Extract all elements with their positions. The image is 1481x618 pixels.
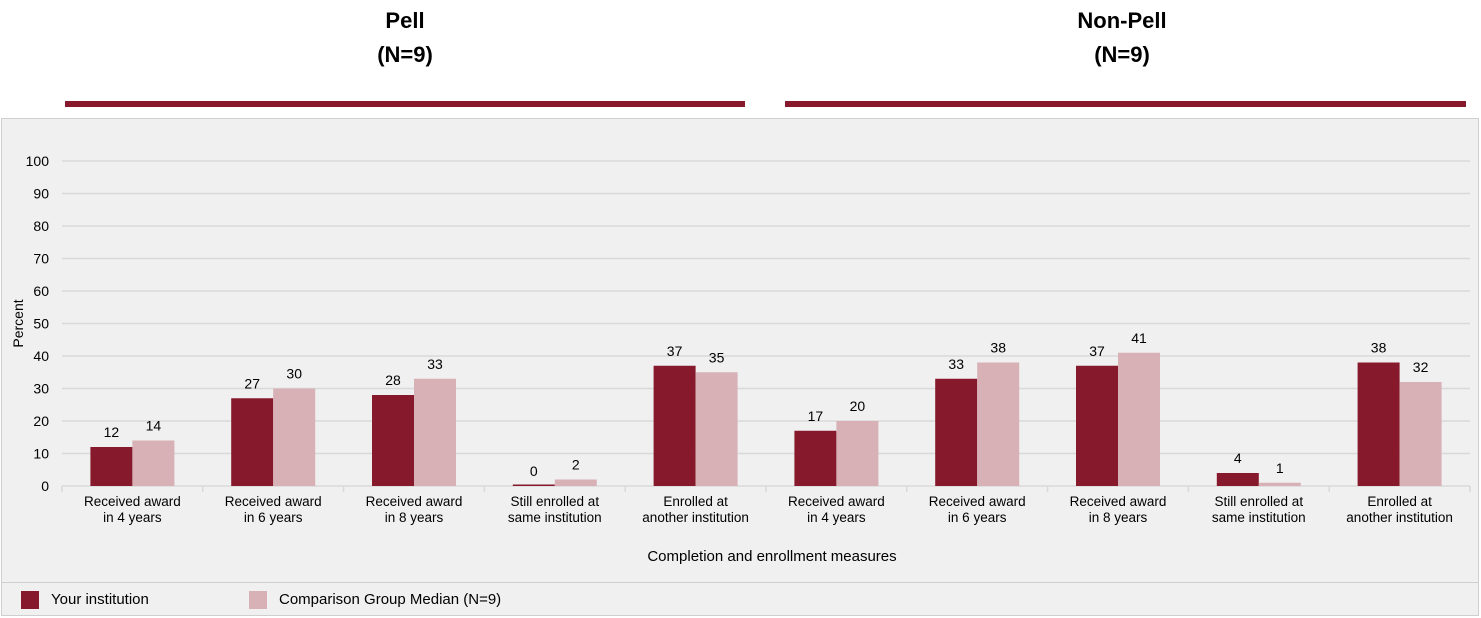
legend-item-comparison-median: Comparison Group Median (N=9) [249, 583, 501, 617]
group-subtitle: (N=9) [377, 42, 433, 67]
data-label: 28 [385, 372, 401, 388]
bar [414, 378, 456, 486]
legend-label: Comparison Group Median (N=9) [279, 591, 502, 608]
y-tick-label: 80 [33, 218, 49, 234]
data-label: 32 [1413, 359, 1429, 375]
bar [695, 372, 738, 486]
legend: Your institution Comparison Group Median… [1, 582, 1479, 616]
y-tick-label: 0 [41, 478, 49, 494]
bar [1118, 352, 1160, 486]
data-label: 4 [1234, 450, 1242, 466]
x-tick-label: another institution [1346, 510, 1453, 525]
x-tick-label: in 4 years [807, 510, 866, 525]
x-tick-label: another institution [642, 510, 749, 525]
data-label: 33 [948, 356, 964, 372]
bar [554, 479, 597, 486]
x-tick-label: in 4 years [103, 510, 162, 525]
bar [1399, 382, 1442, 486]
bar [836, 421, 879, 486]
y-tick-label: 100 [26, 153, 50, 169]
group-subtitle: (N=9) [1094, 42, 1150, 67]
x-tick-label: Received award [788, 494, 885, 509]
data-label: 27 [244, 375, 260, 391]
bar [231, 398, 274, 486]
data-label: 37 [1089, 343, 1105, 359]
bar [132, 440, 175, 486]
bar [1357, 362, 1400, 486]
y-tick-label: 40 [33, 348, 49, 364]
x-tick-label: Enrolled at [1367, 494, 1432, 509]
y-tick-label: 30 [33, 381, 49, 397]
bar [372, 395, 414, 486]
x-tick-label: Received award [929, 494, 1026, 509]
bar [512, 484, 555, 486]
data-label: 1 [1276, 460, 1284, 476]
x-tick-label: in 8 years [385, 510, 444, 525]
x-tick-label: same institution [508, 510, 602, 525]
group-title: Non-Pell [1077, 8, 1167, 33]
data-label: 14 [146, 418, 162, 434]
chart-panel: 0 10 20 30 40 50 60 70 80 90 100 Percent 12 14 Receive… [1, 118, 1479, 616]
bar [273, 388, 316, 486]
x-tick-label: in 6 years [244, 510, 303, 525]
bar [935, 378, 978, 486]
x-tick-label: Received award [84, 494, 181, 509]
group-rule-pell [65, 101, 745, 107]
y-tick-label: 60 [33, 283, 49, 299]
group-header-non-pell: Non-Pell (N=9) [785, 4, 1459, 72]
x-tick-label: in 8 years [1089, 510, 1148, 525]
y-tick-label: 50 [33, 316, 49, 332]
x-tick-label: same institution [1212, 510, 1306, 525]
group-title: Pell [385, 8, 425, 33]
data-label: 0 [530, 463, 538, 479]
x-tick-label: Received award [1070, 494, 1167, 509]
data-label: 2 [572, 457, 580, 473]
y-axis-label: Percent [10, 299, 26, 347]
data-label: 17 [808, 408, 824, 424]
x-tick-label: Still enrolled at [1215, 494, 1304, 509]
bar [794, 430, 837, 486]
group-rule-non-pell [785, 101, 1466, 107]
bar [1258, 482, 1301, 486]
data-label: 33 [427, 356, 443, 372]
bar [1076, 365, 1118, 486]
group-header-pell: Pell (N=9) [65, 4, 745, 72]
bar [1216, 473, 1259, 486]
legend-swatch [249, 591, 267, 609]
data-label: 35 [709, 349, 725, 365]
data-label: 38 [1371, 340, 1387, 356]
legend-item-your-institution: Your institution [21, 583, 149, 617]
y-tick-label: 90 [33, 186, 49, 202]
x-tick-label: Still enrolled at [511, 494, 600, 509]
data-label: 12 [104, 424, 120, 440]
y-tick-label: 10 [33, 446, 49, 462]
x-axis-label: Completion and enrollment measures [647, 548, 896, 565]
legend-swatch [21, 591, 39, 609]
bar [90, 447, 133, 486]
x-tick-label: Received award [366, 494, 463, 509]
x-tick-label: in 6 years [948, 510, 1007, 525]
y-tick-label: 20 [33, 413, 49, 429]
x-tick-label: Enrolled at [663, 494, 728, 509]
x-tick-label: Received award [225, 494, 322, 509]
bar [977, 362, 1020, 486]
data-label: 30 [286, 366, 302, 382]
bar [653, 365, 696, 486]
data-label: 37 [667, 343, 683, 359]
data-label: 41 [1131, 330, 1147, 346]
legend-label: Your institution [51, 591, 149, 608]
data-label: 38 [990, 340, 1006, 356]
y-tick-label: 70 [33, 251, 49, 267]
data-label: 20 [850, 398, 866, 414]
